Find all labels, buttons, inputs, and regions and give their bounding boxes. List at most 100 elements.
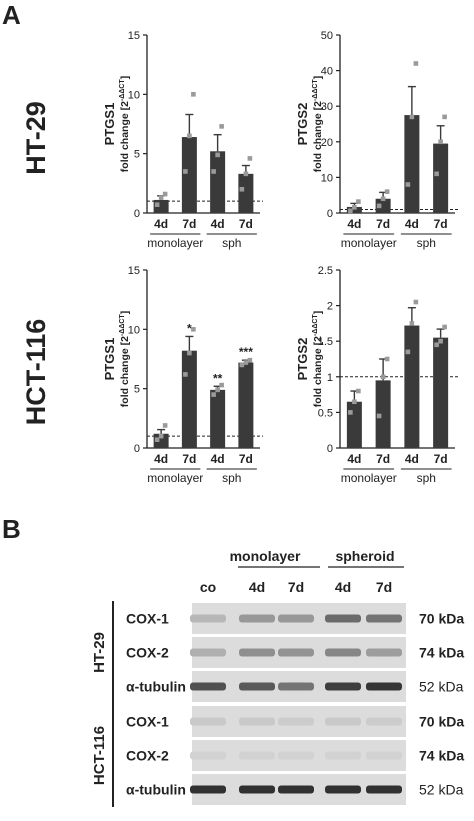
group-label-sph: sph bbox=[222, 236, 241, 250]
data-point bbox=[380, 196, 386, 202]
band bbox=[278, 648, 314, 657]
bar bbox=[433, 143, 449, 213]
y-axis-label: fold change [2-ΔΔCT] bbox=[119, 76, 131, 172]
lane-label: 7d bbox=[376, 579, 392, 595]
y-tick-label: 0 bbox=[134, 443, 140, 455]
bar bbox=[433, 337, 449, 448]
panel-label-b: B bbox=[2, 514, 21, 544]
band bbox=[325, 648, 361, 657]
protein-label: COX-2 bbox=[126, 645, 169, 661]
data-point bbox=[154, 437, 160, 442]
bar bbox=[346, 206, 362, 213]
molecular-weight-label: 52 kDa bbox=[419, 679, 464, 695]
group-label-monolayer: monolayer bbox=[147, 236, 203, 250]
data-point bbox=[442, 114, 447, 120]
data-point bbox=[211, 169, 216, 174]
x-tick-label: 4d bbox=[347, 452, 361, 466]
band bbox=[239, 751, 275, 760]
y-tick-label: 50 bbox=[321, 30, 333, 42]
band bbox=[366, 648, 402, 657]
data-point bbox=[183, 169, 188, 174]
group-label-sph: sph bbox=[417, 236, 436, 250]
protein-label: α-tubulin bbox=[126, 782, 186, 798]
group-label-monolayer: monolayer bbox=[341, 471, 397, 485]
group-label-sph: sph bbox=[417, 471, 436, 485]
group-label-sph: sph bbox=[222, 471, 241, 485]
data-point bbox=[434, 171, 439, 177]
bar bbox=[181, 137, 197, 213]
data-point bbox=[247, 156, 253, 161]
data-point bbox=[409, 321, 415, 326]
significance-marker: *** bbox=[239, 345, 253, 359]
data-point bbox=[438, 338, 443, 344]
y-tick-label: 10 bbox=[128, 89, 140, 101]
y-tick-label: 0 bbox=[327, 208, 333, 220]
lane-label: 4d bbox=[249, 579, 265, 595]
cell-line-label-hct116: HCT-116 bbox=[21, 319, 51, 426]
data-point bbox=[187, 350, 192, 356]
band bbox=[366, 785, 402, 794]
data-point bbox=[384, 356, 390, 362]
data-point bbox=[413, 299, 419, 305]
band bbox=[190, 717, 226, 726]
chart-ht29-ptgs2: 0 10 20 30 40 50 4d 7d 4d 7d monolayer sph PTGS2 fold… bbox=[295, 30, 458, 250]
x-tick-label: 4d bbox=[405, 452, 419, 466]
x-tick-label: 7d bbox=[239, 452, 253, 466]
bar bbox=[181, 350, 197, 448]
chart-title: PTGS1 bbox=[102, 103, 117, 146]
chart-ht29-ptgs1: 0 5 10 15 4d 7d 4d 7d monolayer sph PTGS1 fold chan… bbox=[102, 30, 263, 250]
data-point bbox=[348, 208, 353, 214]
panel-label-a: A bbox=[2, 0, 21, 30]
protein-label: α-tubulin bbox=[126, 679, 186, 695]
significance-marker: * bbox=[187, 321, 192, 335]
data-point bbox=[243, 360, 249, 365]
bar bbox=[153, 433, 169, 448]
blot-cell-line-label: HT-29 bbox=[91, 632, 108, 673]
bar bbox=[210, 389, 226, 448]
band bbox=[325, 682, 361, 691]
group-label-monolayer: monolayer bbox=[147, 471, 203, 485]
data-point bbox=[191, 92, 196, 97]
chart-hct116-ptgs2: 0 0.5 1 1.5 2 2.5 4d 7d 4d 7d monolayer sph PTGS2 fol… bbox=[295, 265, 458, 485]
x-tick-label: 7d bbox=[182, 217, 196, 231]
band bbox=[366, 751, 402, 760]
data-point bbox=[380, 374, 386, 380]
data-point bbox=[352, 399, 357, 405]
data-point bbox=[215, 152, 220, 158]
molecular-weight-label: 74 kDa bbox=[419, 645, 464, 661]
x-tick-label: 4d bbox=[154, 452, 168, 466]
chart-title: PTGS2 bbox=[295, 103, 310, 146]
data-point bbox=[239, 186, 245, 192]
x-tick-label: 7d bbox=[182, 452, 196, 466]
molecular-weight-label: 70 kDa bbox=[419, 714, 464, 730]
band bbox=[278, 614, 314, 623]
x-tick-label: 4d bbox=[211, 452, 225, 466]
y-axis-label: fold change [2-ΔΔCT] bbox=[312, 76, 324, 172]
band bbox=[190, 751, 226, 760]
data-point bbox=[409, 114, 415, 120]
lane-label: co bbox=[200, 579, 216, 595]
band bbox=[366, 614, 402, 623]
data-point bbox=[219, 124, 224, 129]
y-tick-label: 40 bbox=[321, 66, 333, 78]
lane-label: 7d bbox=[288, 579, 304, 595]
data-point bbox=[158, 195, 164, 200]
data-point bbox=[162, 191, 168, 197]
data-point bbox=[376, 413, 382, 419]
x-tick-label: 4d bbox=[405, 217, 419, 231]
data-point bbox=[356, 388, 361, 394]
group-label-monolayer: monolayer bbox=[341, 236, 397, 250]
molecular-weight-label: 70 kDa bbox=[419, 611, 464, 627]
x-tick-label: 7d bbox=[376, 452, 390, 466]
band bbox=[278, 717, 314, 726]
band bbox=[239, 682, 275, 691]
cell-line-label-ht29: HT-29 bbox=[21, 101, 51, 175]
y-tick-label: 15 bbox=[128, 265, 140, 277]
data-point bbox=[215, 387, 220, 393]
band bbox=[278, 785, 314, 794]
data-point bbox=[158, 433, 164, 439]
x-tick-label: 4d bbox=[154, 217, 168, 231]
band bbox=[325, 785, 361, 794]
